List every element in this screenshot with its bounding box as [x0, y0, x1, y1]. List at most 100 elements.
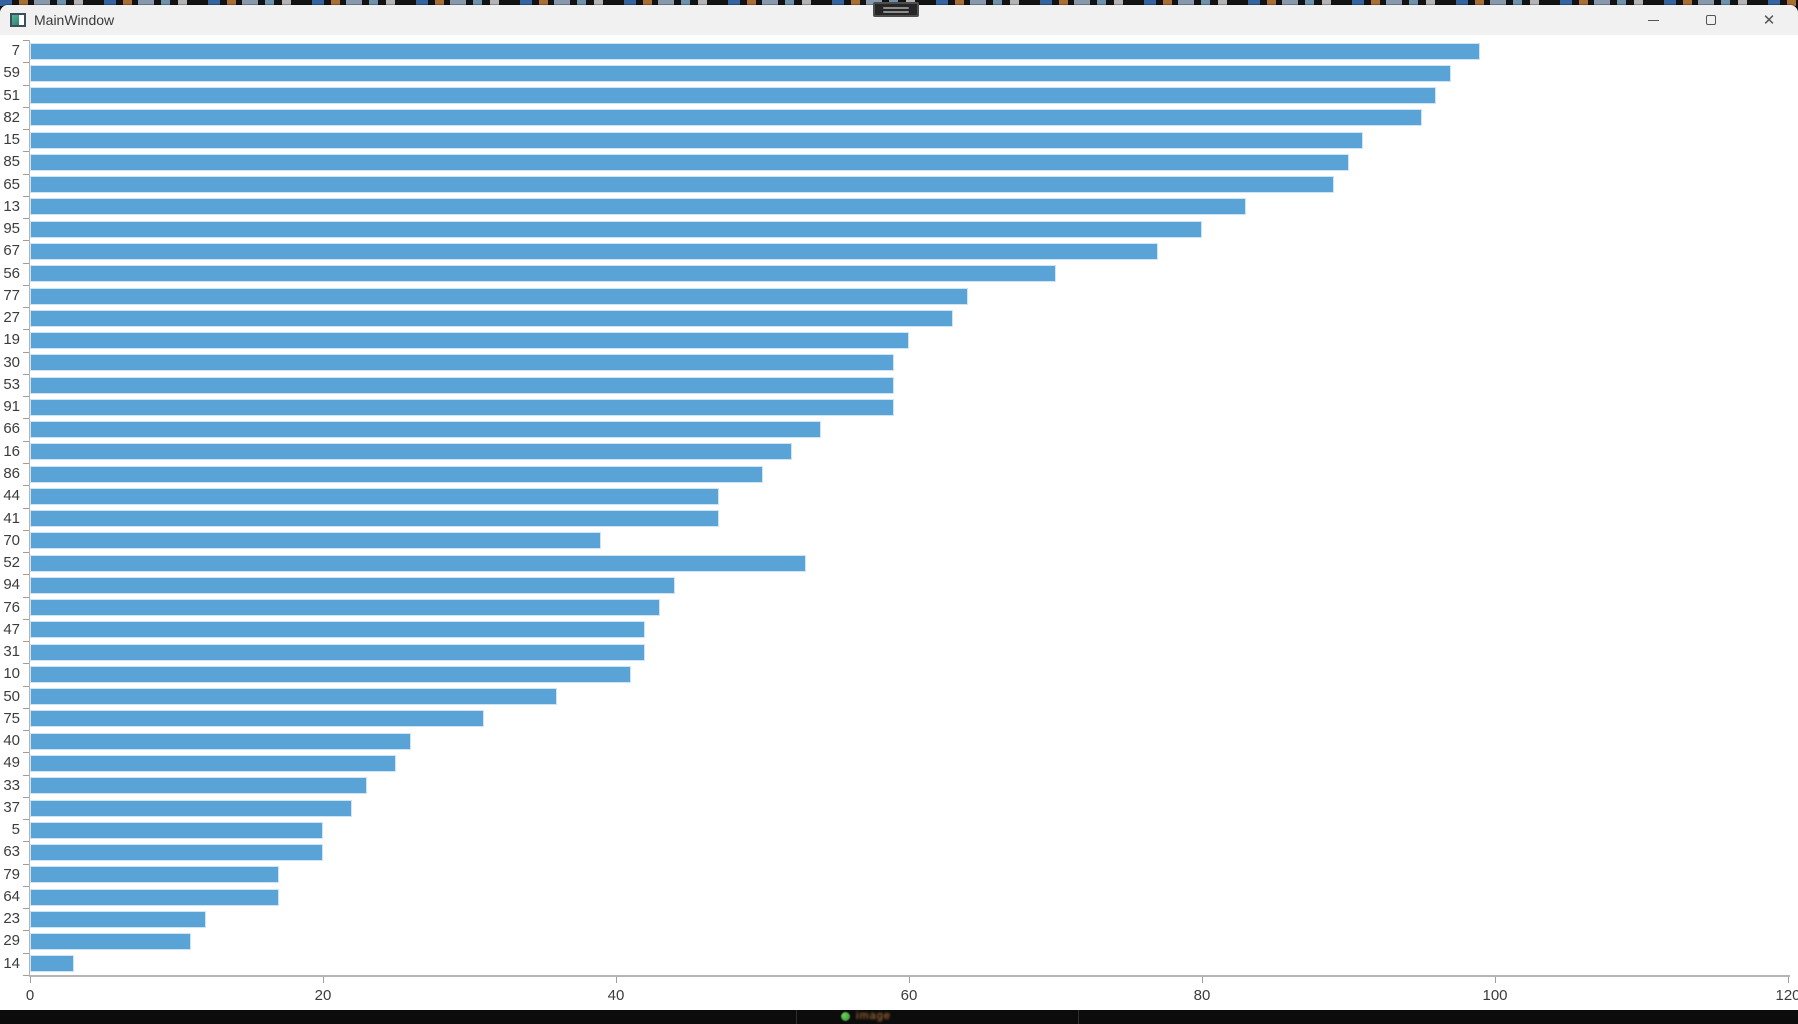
y-axis-label: 7 — [11, 42, 20, 59]
bar — [30, 220, 1202, 238]
y-axis-tick — [23, 440, 29, 442]
bar — [30, 421, 822, 439]
window-controls: ✕ — [1624, 5, 1798, 35]
taskbar-separator — [796, 1010, 797, 1024]
window-title: MainWindow — [34, 12, 115, 28]
x-axis-label: 40 — [607, 987, 625, 1004]
y-axis-tick — [23, 707, 29, 709]
bar — [30, 888, 280, 906]
y-axis-line — [29, 40, 30, 976]
y-axis-label: 14 — [3, 954, 20, 972]
y-axis-tick — [23, 173, 29, 175]
y-axis-tick — [23, 240, 29, 242]
x-axis-tick — [1495, 977, 1496, 983]
y-axis-tick — [23, 752, 29, 754]
y-axis-label: 50 — [3, 687, 20, 705]
y-axis-tick — [23, 841, 29, 843]
bar — [30, 42, 1481, 60]
maximize-icon — [1706, 15, 1716, 25]
y-axis-tick — [23, 863, 29, 865]
x-axis-tick — [323, 977, 324, 983]
y-axis-label: 37 — [3, 798, 20, 816]
y-axis-label: 23 — [3, 910, 20, 928]
maximize-button[interactable] — [1682, 5, 1740, 35]
bar — [30, 176, 1334, 194]
y-axis-tick — [23, 908, 29, 910]
bar — [30, 710, 485, 728]
y-axis-tick — [23, 685, 29, 687]
x-axis-tick — [616, 977, 617, 983]
taskbar-separator — [1078, 1010, 1079, 1024]
y-axis-tick — [23, 730, 29, 732]
main-window: MainWindow ✕ 7 59 51 82 15 85 65 13 95 67 56 77 27 19… — [0, 5, 1798, 1024]
bar — [30, 643, 646, 661]
bar — [30, 599, 660, 617]
y-axis-tick — [23, 641, 29, 643]
y-axis-tick — [23, 106, 29, 108]
x-axis-label: 0 — [25, 987, 35, 1004]
y-axis-tick — [23, 952, 29, 954]
minimize-button[interactable] — [1624, 5, 1682, 35]
y-axis-label: 53 — [3, 375, 20, 393]
y-axis-label: 30 — [3, 353, 20, 371]
y-axis-label: 16 — [3, 442, 20, 460]
close-button[interactable]: ✕ — [1762, 11, 1776, 29]
bar — [30, 198, 1246, 216]
y-axis-label: 66 — [3, 420, 20, 438]
bar — [30, 532, 602, 550]
bar — [30, 821, 323, 839]
bar — [30, 554, 807, 572]
bar — [30, 933, 192, 951]
y-axis-label: 67 — [3, 242, 20, 260]
y-axis-label: 5 — [11, 821, 20, 839]
y-axis-tick — [23, 62, 29, 64]
y-axis-tick — [23, 618, 29, 620]
y-axis-tick — [23, 507, 29, 509]
y-axis-tick — [23, 284, 29, 286]
y-axis-tick — [23, 485, 29, 487]
y-axis-label: 94 — [3, 576, 20, 594]
bar — [30, 398, 895, 416]
y-axis-label: 31 — [3, 643, 20, 661]
y-axis-label: 13 — [3, 197, 20, 215]
bar — [30, 844, 323, 862]
x-axis-tick — [30, 977, 31, 983]
background-taskbar: image — [0, 1010, 1798, 1024]
y-axis-tick — [23, 574, 29, 576]
y-axis-label: 63 — [3, 843, 20, 861]
bar — [30, 910, 206, 928]
bar — [30, 487, 719, 505]
bar — [30, 109, 1422, 127]
y-axis-tick — [23, 596, 29, 598]
bar — [30, 510, 719, 528]
bar-chart: 7 59 51 82 15 85 65 13 95 67 56 77 27 19 30 53 91 66 16 86 4… — [0, 5, 1798, 1024]
y-axis-tick — [23, 40, 29, 41]
y-axis-label: 15 — [3, 131, 20, 149]
y-axis-tick — [23, 218, 29, 220]
bar — [30, 755, 397, 772]
bar — [30, 354, 895, 372]
y-axis-label: 95 — [3, 220, 20, 238]
screen-grabber-pill — [873, 2, 919, 17]
y-axis-label: 52 — [3, 554, 20, 572]
y-axis-label: 47 — [3, 620, 20, 638]
y-axis-label: 29 — [3, 932, 20, 950]
y-axis-label: 64 — [3, 887, 20, 905]
y-axis-label: 33 — [3, 776, 20, 794]
x-axis-label: 120 — [1775, 987, 1798, 1004]
x-axis-tick — [909, 977, 910, 983]
y-axis-label: 65 — [3, 175, 20, 193]
y-axis-label: 27 — [3, 309, 20, 327]
bar — [30, 732, 411, 750]
bar — [30, 265, 1056, 283]
minimize-icon — [1647, 19, 1659, 21]
bar — [30, 443, 792, 461]
y-axis-tick — [23, 552, 29, 554]
bar — [30, 866, 280, 884]
y-axis-label: 77 — [3, 286, 20, 304]
y-axis-label: 85 — [3, 153, 20, 171]
y-axis-tick — [23, 129, 29, 131]
app-icon — [10, 13, 26, 27]
y-axis-label: 41 — [3, 509, 20, 527]
y-axis-tick — [23, 774, 29, 776]
